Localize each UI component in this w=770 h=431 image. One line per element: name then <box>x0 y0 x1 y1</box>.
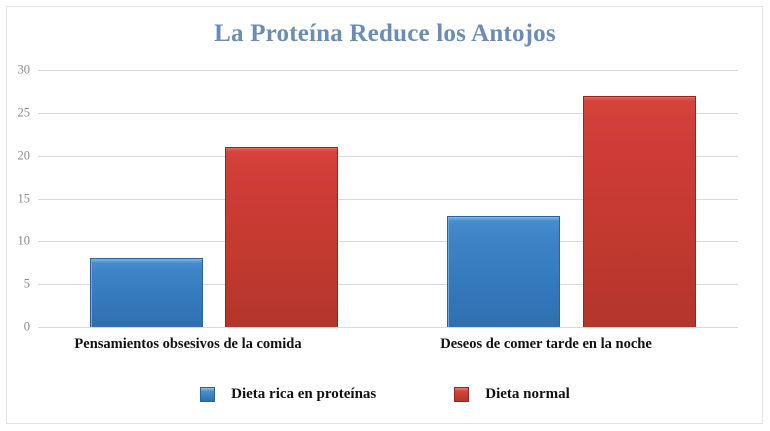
chart-title: La Proteína Reduce los Antojos <box>214 20 556 47</box>
y-axis-tick-label-10: 10 <box>17 233 31 248</box>
legend-label-normal-diet: Dieta normal <box>485 386 570 402</box>
plot-area <box>38 70 738 328</box>
gridline-10 <box>38 241 738 243</box>
y-axis-tick-label-20: 20 <box>17 148 31 163</box>
bar-normal-diet-group-1[interactable] <box>583 95 696 327</box>
legend-item-normal-diet[interactable]: Dieta normal <box>454 386 570 403</box>
gridline-15 <box>38 198 738 200</box>
legend-label-protein-diet: Dieta rica en proteínas <box>231 386 377 402</box>
legend-swatch-red-icon <box>454 387 470 402</box>
bar-normal-diet-group-0[interactable] <box>225 147 338 327</box>
y-axis-tick-label-5: 5 <box>23 276 30 291</box>
x-axis-category-label-0: Pensamientos obsesivos de la comida <box>74 336 302 352</box>
y-axis-tick-label-30: 30 <box>17 62 31 77</box>
y-axis-tick-label-0: 0 <box>23 319 30 334</box>
gridline-0 <box>38 327 738 328</box>
x-axis-category-label-1: Deseos de comer tarde en la noche <box>440 336 652 352</box>
bar-protein-diet-group-1[interactable] <box>447 215 560 327</box>
gridline-25 <box>38 112 738 114</box>
gridline-20 <box>38 155 738 157</box>
y-axis-tick-label-15: 15 <box>17 191 31 205</box>
bar-protein-diet-group-0[interactable] <box>90 258 203 327</box>
gridline-5 <box>38 284 738 286</box>
legend-item-protein-diet[interactable]: Dieta rica en proteínas <box>200 386 376 403</box>
gridline-30 <box>38 70 738 71</box>
chart-legend: Dieta rica en proteínas Dieta normal <box>0 386 770 403</box>
y-axis: 30 25 20 15 10 5 0 <box>18 63 738 334</box>
y-axis-tick-label-25: 25 <box>17 105 31 120</box>
legend-swatch-blue-icon <box>200 387 216 402</box>
